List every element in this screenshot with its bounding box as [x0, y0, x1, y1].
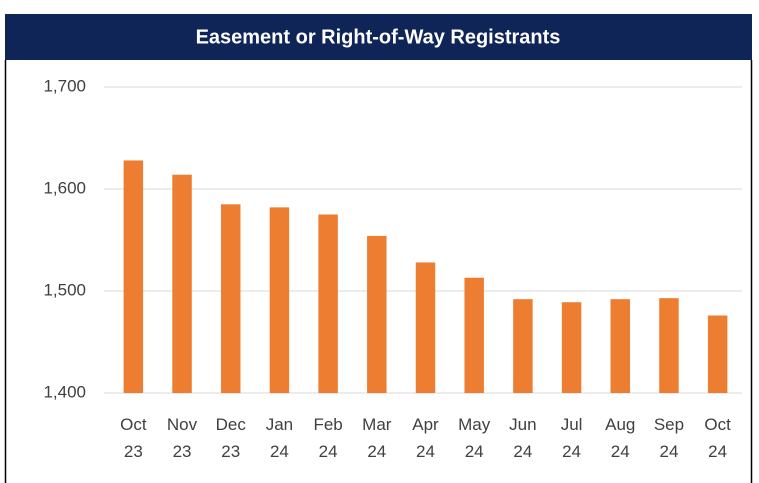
bar — [610, 299, 631, 393]
x-tick-label: Jul 24 — [560, 415, 583, 461]
x-tick-label: Sep 24 — [653, 415, 685, 461]
x-tick-label: Feb 24 — [313, 415, 343, 461]
y-tick-label: 1,400 — [43, 382, 86, 401]
bar — [220, 204, 241, 393]
x-tick-label: Mar 24 — [362, 415, 392, 461]
x-tick-label: Dec 23 — [215, 415, 246, 461]
x-tick-label: Jun 24 — [509, 415, 537, 461]
y-tick-label: 1,500 — [43, 280, 86, 299]
bar — [659, 298, 679, 393]
x-tick-label: Nov 23 — [166, 415, 198, 461]
bar — [513, 299, 533, 393]
bar — [318, 214, 338, 393]
x-tick-label: Oct 23 — [120, 415, 147, 461]
bar — [561, 302, 582, 393]
x-tick-label: Aug 24 — [605, 415, 636, 461]
chart-title: Easement or Right-of-Way Registrants — [196, 26, 561, 48]
bar — [123, 160, 144, 393]
y-tick-label: 1,600 — [43, 178, 86, 197]
bar — [367, 235, 387, 393]
bar — [172, 174, 192, 393]
x-tick-label: May 24 — [458, 415, 491, 461]
title-bar — [5, 14, 752, 60]
bar — [415, 262, 436, 393]
bar — [707, 315, 728, 393]
bar — [464, 277, 484, 393]
x-tick-label: Apr 24 — [412, 415, 439, 461]
x-tick-label: Jan 24 — [265, 415, 294, 461]
x-tick-label: Oct 24 — [704, 415, 731, 461]
y-tick-label: 1,700 — [43, 76, 86, 95]
bar — [269, 207, 290, 393]
